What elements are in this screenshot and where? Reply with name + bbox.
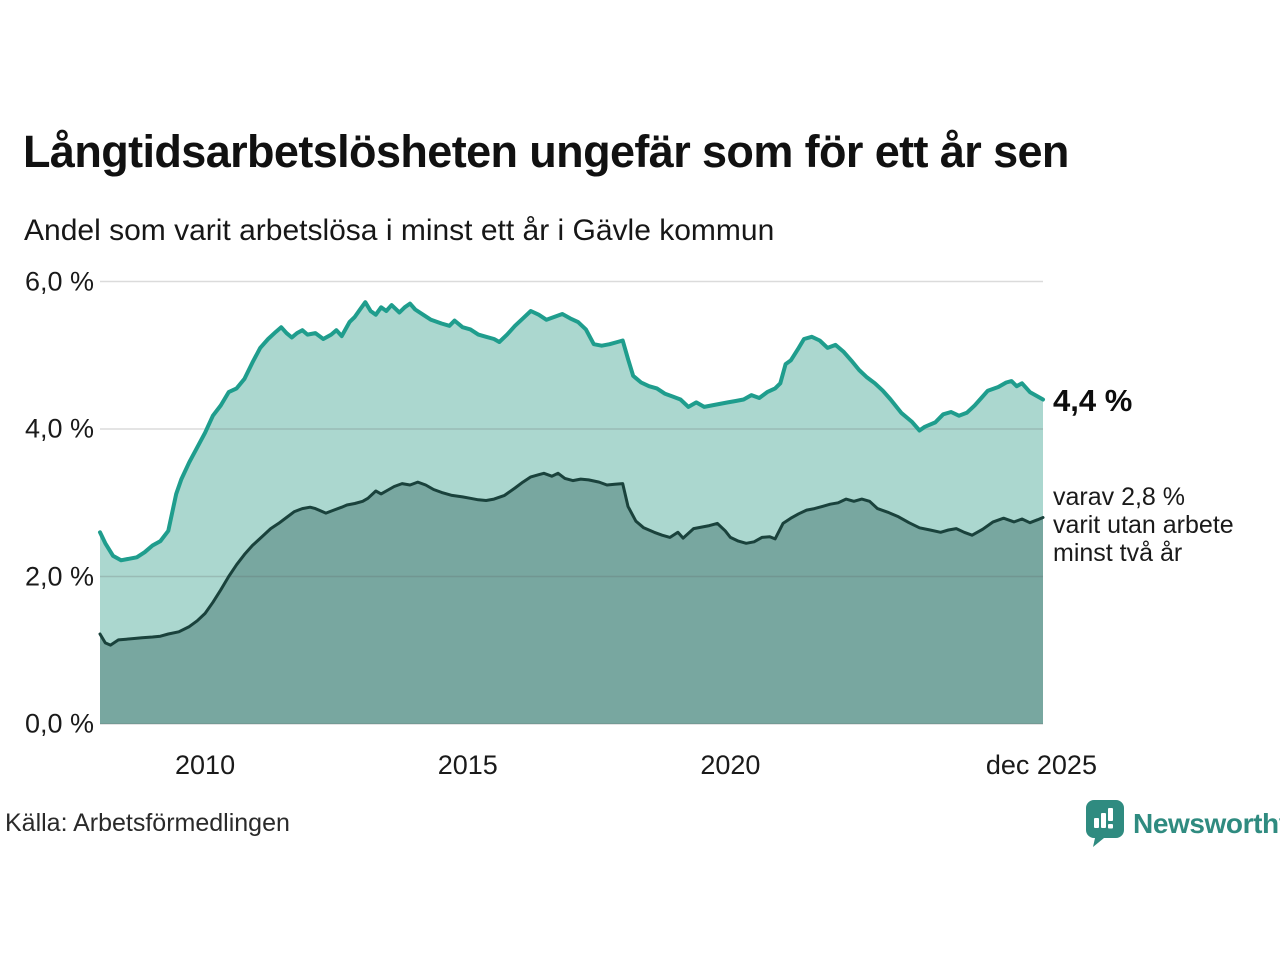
x-tick-label: 2020: [700, 750, 761, 780]
brand-name: Newsworthy: [1133, 808, 1280, 839]
y-tick-label: 2,0 %: [24, 561, 94, 591]
source-attribution: Källa: Arbetsförmedlingen: [5, 809, 290, 837]
qualifier-label: varav 2,8 % varit utan arbete minst två …: [1053, 483, 1234, 567]
series-area-varav-utan-arbete-minst-tva-ar: [100, 473, 1043, 724]
chart-areas: [100, 302, 1043, 724]
brand-logo: Newsworthy: [1086, 800, 1280, 848]
y-tick-label: 0,0 %: [24, 708, 94, 739]
chart-gridlines: [100, 280, 1043, 725]
x-tick-label: 2010: [175, 750, 236, 780]
series-line-varav-utan-arbete-minst-tva-ar: [98, 471, 1045, 647]
x-tick-label: dec 2025: [985, 750, 1097, 780]
page-title: Långtidsarbetslösheten ungefär som för e…: [23, 126, 1069, 177]
x-tick-label: 2015: [437, 750, 498, 780]
y-tick-label: 6,0 %: [24, 266, 94, 296]
chart-subtitle: Andel som varit arbetslösa i minst ett å…: [24, 214, 775, 247]
chart-lines: [98, 300, 1045, 647]
series-line-arbetslosa-minst-ett-ar: [98, 300, 1045, 563]
newsworthy-icon: [1086, 800, 1124, 847]
y-tick-label: 4,0 %: [24, 413, 94, 444]
latest-value-label: 4,4 %: [1053, 383, 1133, 418]
